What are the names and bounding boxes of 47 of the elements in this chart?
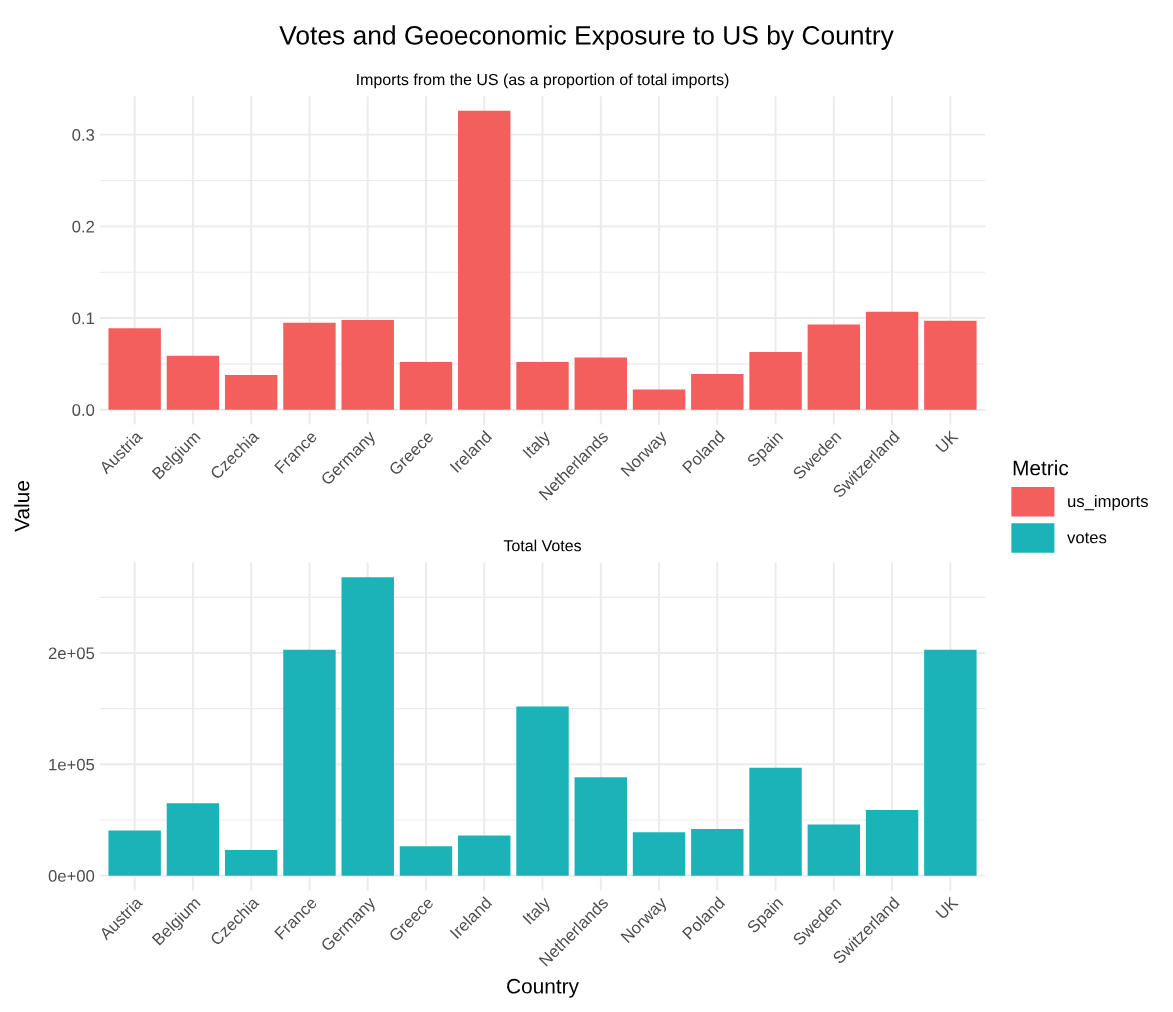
y-axis-title: Value xyxy=(14,481,30,532)
bar xyxy=(865,311,919,410)
bar xyxy=(807,324,861,410)
bar xyxy=(458,110,511,410)
chart-title: Votes and Geoeconomic Exposure to US by Country xyxy=(279,25,894,50)
bar xyxy=(224,374,278,410)
y-tick-label: 2e+05 xyxy=(48,647,95,660)
bar xyxy=(108,328,161,410)
bar xyxy=(749,351,802,410)
chart-subtitle: Total Votes xyxy=(503,539,582,552)
bar xyxy=(807,824,861,876)
bar xyxy=(399,846,453,876)
bar xyxy=(166,355,220,410)
y-tick-label: 0.1 xyxy=(72,312,95,325)
bar xyxy=(574,357,627,410)
x-tick-label: UK xyxy=(935,895,959,920)
legend-label: us_imports xyxy=(1068,494,1148,511)
x-axis-title: Country xyxy=(507,978,579,998)
legend-title: Metric xyxy=(1013,460,1069,476)
bar xyxy=(516,706,569,876)
y-tick-label: 0.3 xyxy=(72,129,95,141)
bar xyxy=(924,649,977,876)
bar xyxy=(399,362,453,410)
bar xyxy=(283,322,336,410)
y-tick-label: 0.2 xyxy=(72,220,95,233)
bar xyxy=(749,767,802,876)
bar xyxy=(691,828,744,876)
bar xyxy=(341,319,394,410)
y-tick-label: 0e+00 xyxy=(48,870,95,882)
bar xyxy=(283,649,336,876)
bar xyxy=(632,832,686,876)
bar xyxy=(166,803,220,876)
chart-subtitle: Imports from the US (as a proportion of total imports) xyxy=(357,73,729,89)
bar xyxy=(458,835,511,876)
bar xyxy=(516,362,569,410)
bar xyxy=(924,320,977,410)
bar xyxy=(341,577,394,876)
bar xyxy=(574,777,627,876)
x-tick-label: UK xyxy=(935,429,959,454)
y-tick-label: 1e+05 xyxy=(49,758,95,771)
bar xyxy=(224,850,278,876)
bar xyxy=(691,373,744,410)
legend-label: votes xyxy=(1067,532,1107,544)
bar xyxy=(108,830,161,876)
bar xyxy=(865,809,919,876)
bar xyxy=(632,389,686,410)
y-tick-label: 0.0 xyxy=(72,404,95,416)
